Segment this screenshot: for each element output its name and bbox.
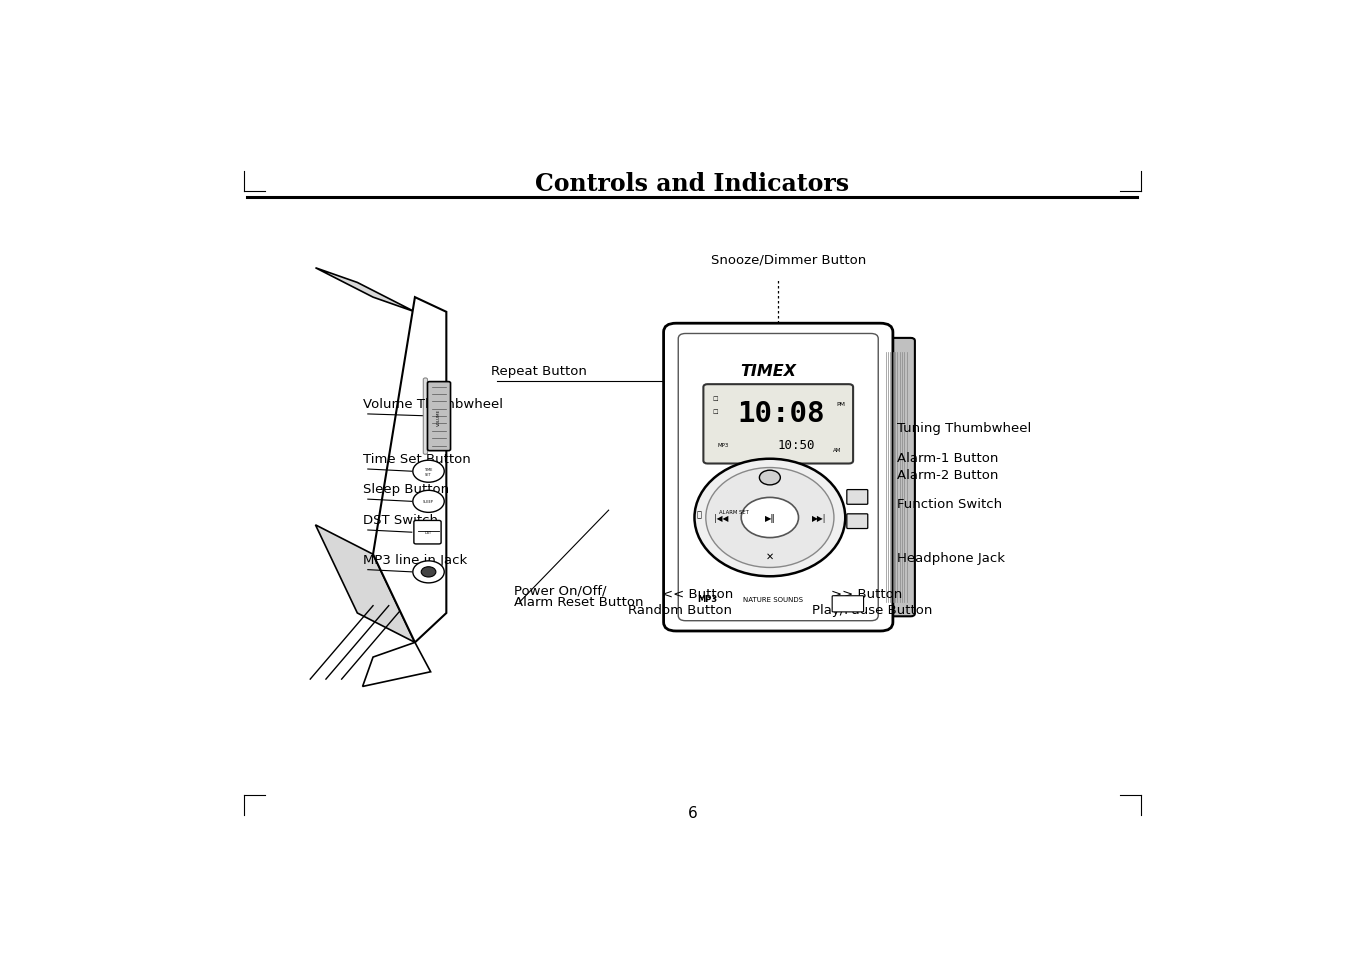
Ellipse shape — [705, 468, 834, 568]
Text: Headphone Jack: Headphone Jack — [897, 551, 1005, 564]
Circle shape — [759, 471, 781, 485]
Circle shape — [742, 497, 798, 538]
Text: ▶▶|: ▶▶| — [812, 514, 825, 522]
Text: Sleep Button: Sleep Button — [362, 483, 449, 496]
Circle shape — [422, 567, 436, 578]
Text: Repeat Button: Repeat Button — [492, 365, 588, 377]
Text: ☐: ☐ — [712, 410, 717, 415]
FancyBboxPatch shape — [877, 338, 915, 617]
Text: << Button: << Button — [662, 587, 734, 600]
Text: ▶‖: ▶‖ — [765, 514, 775, 522]
Text: ☐: ☐ — [712, 396, 717, 401]
Ellipse shape — [694, 459, 846, 577]
Polygon shape — [316, 269, 415, 313]
Text: DST: DST — [426, 531, 432, 535]
Text: 10:08: 10:08 — [738, 399, 825, 427]
Polygon shape — [373, 298, 446, 642]
Text: TIMEX: TIMEX — [740, 363, 796, 378]
Text: Alarm Reset Button: Alarm Reset Button — [515, 596, 644, 608]
Polygon shape — [362, 642, 431, 687]
Text: Time Set Button: Time Set Button — [362, 453, 470, 466]
Text: MP3: MP3 — [717, 442, 730, 448]
Text: ALARM SET: ALARM SET — [719, 510, 748, 515]
Text: Volume Thumbwheel: Volume Thumbwheel — [362, 397, 503, 411]
FancyBboxPatch shape — [427, 382, 450, 451]
Text: AM: AM — [834, 448, 842, 453]
Text: 6: 6 — [688, 805, 697, 821]
FancyBboxPatch shape — [832, 597, 863, 612]
Text: ✕: ✕ — [766, 551, 774, 561]
Text: NATURE SOUNDS: NATURE SOUNDS — [743, 596, 802, 602]
Text: SLEEP: SLEEP — [423, 499, 434, 504]
Text: Snooze/Dimmer Button: Snooze/Dimmer Button — [711, 253, 866, 266]
FancyBboxPatch shape — [413, 521, 440, 544]
Circle shape — [413, 460, 444, 483]
Polygon shape — [316, 525, 415, 642]
Text: VOLUME: VOLUME — [436, 408, 440, 425]
Text: MP3 line in Jack: MP3 line in Jack — [362, 554, 467, 566]
Text: DST Switch: DST Switch — [362, 514, 438, 527]
Text: ⏻: ⏻ — [697, 510, 701, 518]
Text: Play/Pause Button: Play/Pause Button — [812, 604, 932, 617]
Text: Tuning Thumbwheel: Tuning Thumbwheel — [897, 422, 1031, 435]
FancyBboxPatch shape — [678, 335, 878, 621]
Text: Random Button: Random Button — [628, 604, 732, 617]
Text: PM: PM — [836, 401, 844, 406]
Text: Function Switch: Function Switch — [897, 497, 1001, 511]
Text: >> Button: >> Button — [831, 587, 902, 600]
FancyBboxPatch shape — [704, 385, 852, 464]
Circle shape — [413, 561, 444, 583]
Text: Alarm-2 Button: Alarm-2 Button — [897, 468, 998, 481]
Text: |◀◀: |◀◀ — [713, 514, 728, 522]
FancyBboxPatch shape — [847, 490, 867, 505]
Text: 10:50: 10:50 — [778, 438, 816, 452]
Text: TIME
SET: TIME SET — [424, 467, 432, 476]
FancyBboxPatch shape — [423, 378, 427, 455]
Text: MP3: MP3 — [697, 595, 717, 603]
FancyBboxPatch shape — [847, 515, 867, 529]
Circle shape — [413, 491, 444, 513]
Text: Power On/Off/: Power On/Off/ — [515, 583, 607, 597]
Text: Controls and Indicators: Controls and Indicators — [535, 172, 850, 195]
FancyBboxPatch shape — [663, 324, 893, 631]
Text: Alarm-1 Button: Alarm-1 Button — [897, 452, 998, 464]
